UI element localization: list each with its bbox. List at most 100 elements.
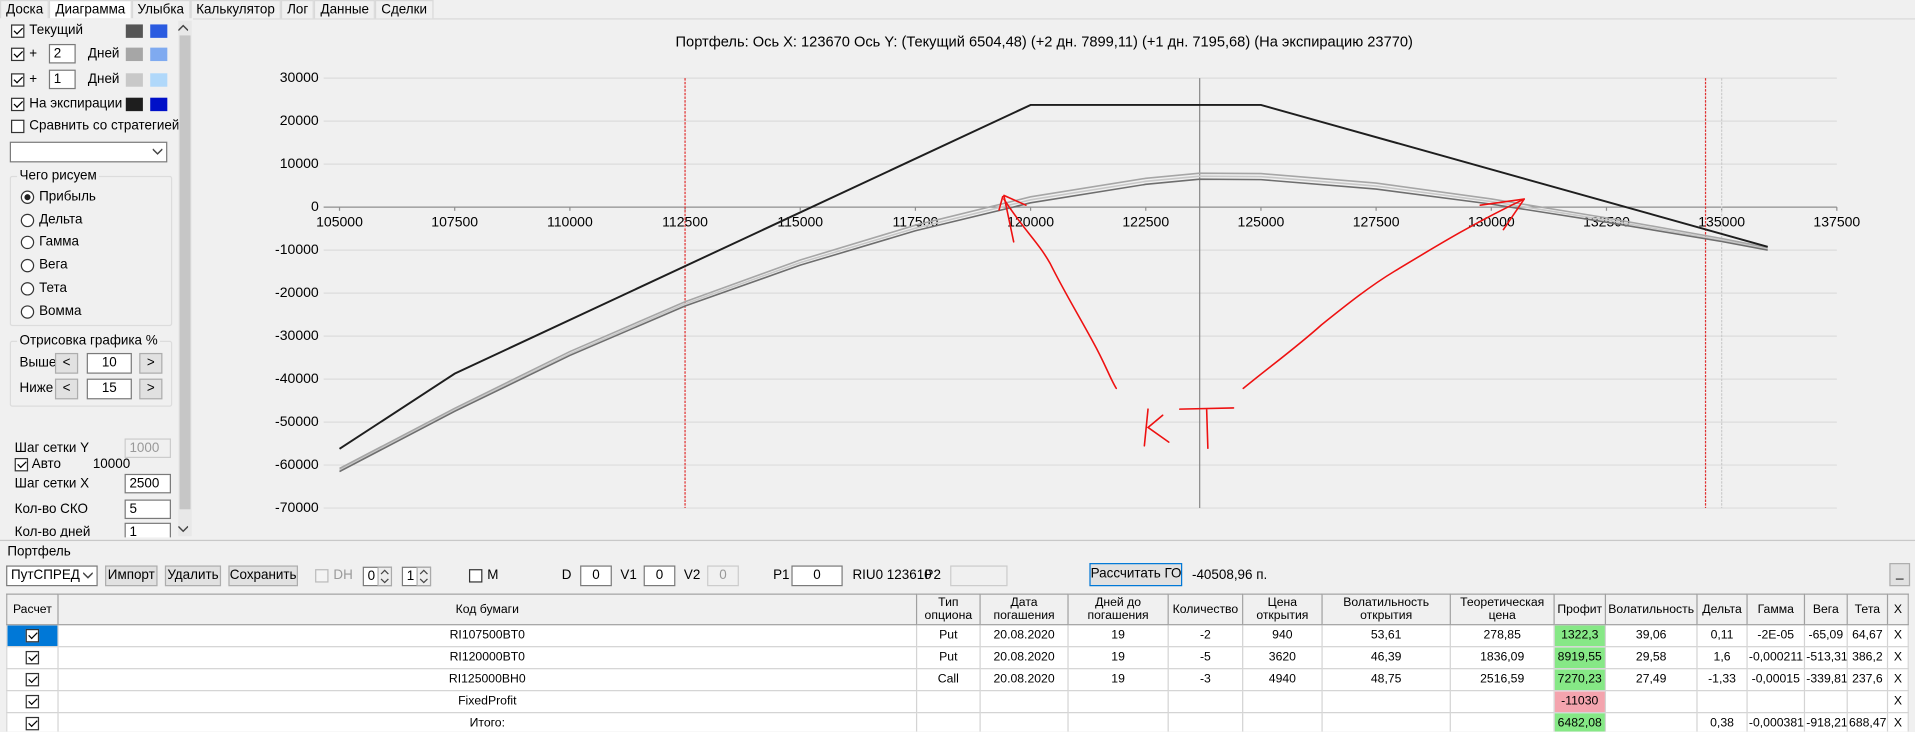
color-swatch[interactable] (150, 73, 168, 87)
tab[interactable]: Данные (314, 0, 376, 19)
column-header[interactable]: Тип опциона (915, 593, 981, 626)
checkbox[interactable] (468, 569, 483, 583)
column-header[interactable]: Дата погашения (979, 593, 1069, 626)
curve (338, 103, 1768, 450)
checkbox[interactable] (10, 47, 25, 62)
checkbox[interactable] (315, 569, 329, 583)
color-swatch[interactable] (150, 24, 168, 38)
table-row[interactable]: RI107500BT0 Put 20.08.2020 19 -2 940 53,61 278,… (6, 624, 1909, 648)
inc-button[interactable]: > (139, 352, 163, 374)
field-input[interactable]: 0 (580, 565, 612, 587)
y-tick-label: 30000 (280, 69, 319, 85)
calc-cell[interactable] (6, 646, 59, 670)
calc-cell[interactable] (6, 690, 59, 714)
checkbox[interactable] (25, 650, 40, 665)
column-header[interactable]: Код бумаги (57, 593, 918, 626)
column-header[interactable]: Волатильность открытия (1321, 593, 1451, 626)
checkbox[interactable] (14, 457, 29, 472)
table-row[interactable]: FixedProfit -11030 X (6, 690, 1909, 714)
table-row[interactable]: RI120000BT0 Put 20.08.2020 19 -5 3620 46,39 183… (6, 646, 1909, 670)
radio[interactable] (20, 213, 35, 227)
checkbox[interactable] (25, 716, 40, 731)
color-swatch[interactable] (125, 47, 143, 62)
tab[interactable]: Доска (0, 0, 50, 19)
column-header[interactable]: Волатильность (1604, 593, 1698, 626)
column-header[interactable]: Дельта (1696, 593, 1748, 626)
column-header[interactable]: Цена открытия (1242, 593, 1323, 626)
radio[interactable] (20, 281, 35, 296)
table-cell[interactable]: X (1886, 624, 1909, 648)
color-swatch[interactable] (150, 97, 168, 112)
tab[interactable]: Улыбка (131, 0, 191, 19)
table-cell[interactable]: X (1886, 712, 1909, 732)
table-row[interactable]: RI125000BH0 Call 20.08.2020 19 -3 4940 48,75 25… (6, 668, 1909, 692)
scroll-down[interactable] (178, 520, 191, 535)
button[interactable]: Удалить (164, 565, 222, 587)
button[interactable]: Сохранить (228, 565, 298, 587)
column-header[interactable]: Расчет (6, 593, 59, 626)
minimize-button[interactable]: _ (1889, 563, 1911, 587)
radio[interactable] (20, 304, 35, 319)
column-header[interactable]: Профит (1553, 593, 1607, 626)
field-input[interactable]: 2500 (124, 473, 171, 494)
scroll-up[interactable] (178, 20, 191, 35)
field-input[interactable] (950, 565, 1008, 587)
color-swatch[interactable] (125, 73, 143, 87)
spinner-arrows[interactable] (377, 566, 393, 587)
checkbox[interactable] (10, 119, 25, 134)
field-input[interactable]: 0 (791, 565, 843, 587)
column-header[interactable]: Гамма (1746, 593, 1806, 626)
field-input[interactable]: 1000 (124, 438, 171, 458)
table-cell (979, 690, 1069, 714)
column-header[interactable]: X (1886, 593, 1909, 626)
inc-button[interactable]: > (139, 378, 163, 400)
tab[interactable]: Лог (280, 0, 315, 19)
radio[interactable] (20, 259, 35, 273)
curve (339, 175, 1768, 471)
checkbox[interactable] (25, 628, 40, 643)
column-header[interactable]: Тета (1846, 593, 1889, 626)
button[interactable]: Импорт (105, 565, 158, 587)
color-swatch[interactable] (125, 24, 143, 38)
table-cell[interactable]: X (1886, 646, 1909, 670)
go-button[interactable]: Рассчитать ГО (1089, 563, 1183, 587)
calc-cell[interactable] (6, 624, 59, 648)
table-cell: -5 (1167, 646, 1244, 670)
column-header[interactable]: Дней до погашения (1067, 593, 1169, 626)
checkbox[interactable] (10, 73, 25, 87)
table-cell[interactable]: X (1886, 668, 1909, 692)
table-row[interactable]: Итого: 6482,08 0,38 -0,000381 -918,21 688,47 X (6, 712, 1909, 732)
spinner-arrows[interactable] (416, 566, 432, 587)
checkbox[interactable] (25, 694, 40, 709)
field-input[interactable]: 5 (124, 499, 171, 520)
strategy-dropdown[interactable]: ПутСПРЕД (6, 565, 98, 587)
dec-button[interactable]: < (54, 378, 79, 400)
checkbox[interactable] (10, 97, 25, 112)
range-input[interactable]: 10 (86, 352, 132, 374)
column-header[interactable]: Вега (1803, 593, 1848, 626)
field-input[interactable]: 1 (124, 522, 171, 538)
tab[interactable]: Сделки (375, 0, 434, 19)
chevron (152, 148, 163, 155)
tab[interactable]: Калькулятор (190, 0, 281, 19)
dec-button[interactable]: < (54, 352, 79, 374)
checkbox[interactable] (10, 24, 25, 38)
column-header[interactable]: Теоретическая цена (1449, 593, 1555, 626)
radio[interactable] (20, 190, 35, 204)
field-input[interactable]: 0 (643, 565, 676, 587)
days-input[interactable]: 1 (48, 69, 76, 90)
table-cell[interactable]: X (1886, 690, 1909, 714)
strategy-dropdown[interactable] (9, 141, 168, 163)
field-input[interactable]: 0 (707, 565, 739, 587)
radio[interactable] (20, 236, 35, 250)
calc-cell[interactable] (6, 712, 59, 732)
days-input[interactable]: 2 (48, 43, 76, 64)
range-input[interactable]: 15 (86, 378, 132, 400)
color-swatch[interactable] (150, 47, 168, 62)
tab[interactable]: Диаграмма (49, 0, 132, 19)
color-swatch[interactable] (125, 97, 143, 112)
checkbox[interactable] (25, 672, 40, 687)
calc-cell[interactable] (6, 668, 59, 692)
scrollbar-thumb[interactable] (179, 35, 191, 510)
column-header[interactable]: Количество (1167, 593, 1244, 626)
